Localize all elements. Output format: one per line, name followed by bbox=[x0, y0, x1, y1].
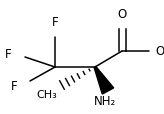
Polygon shape bbox=[94, 67, 114, 94]
Text: F: F bbox=[5, 48, 11, 61]
Text: NH₂: NH₂ bbox=[94, 95, 116, 108]
Text: F: F bbox=[52, 15, 58, 28]
Text: OH: OH bbox=[155, 45, 164, 58]
Text: O: O bbox=[117, 7, 127, 20]
Text: CH₃: CH₃ bbox=[37, 89, 57, 99]
Text: F: F bbox=[11, 80, 17, 93]
